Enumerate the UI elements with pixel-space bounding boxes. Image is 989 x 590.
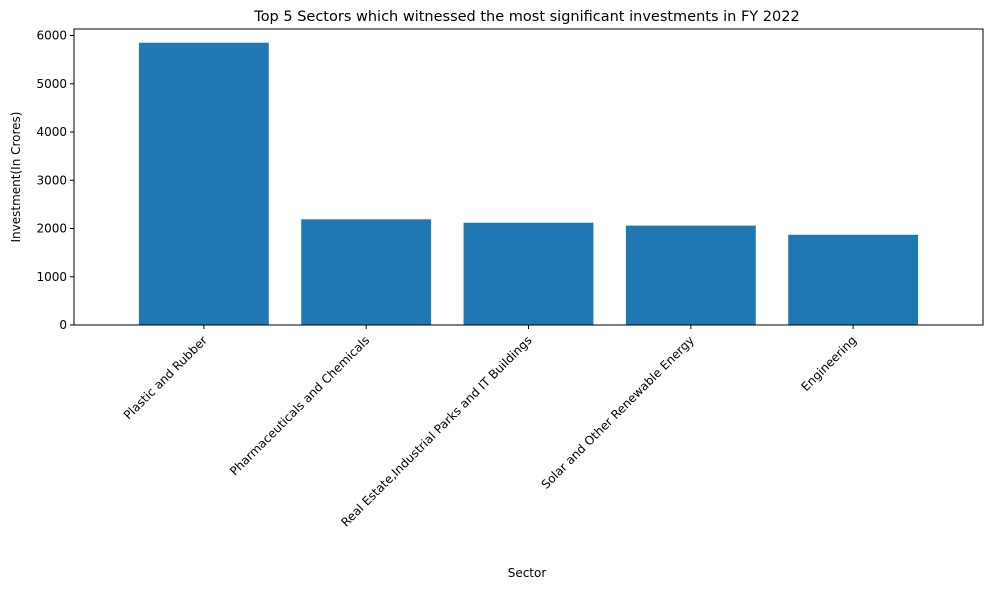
y-tick-label-5: 5000 — [36, 77, 67, 91]
bars-group — [138, 42, 919, 325]
y-tick-label-3: 3000 — [36, 173, 67, 187]
y-tick-label-1: 1000 — [36, 270, 67, 284]
bar-4 — [788, 234, 919, 325]
x-tick-label-3: Solar and Other Renewable Energy — [538, 333, 697, 492]
bar-0 — [138, 42, 269, 325]
y-tick-label-2: 2000 — [36, 222, 67, 236]
y-axis-ticks: 0 1000 2000 3000 4000 5000 6000 — [36, 29, 74, 332]
y-tick-label-0: 0 — [59, 318, 67, 332]
bar-1 — [301, 219, 432, 325]
plot-frame — [73, 28, 984, 326]
x-tick-label-4: Engineering — [798, 333, 859, 394]
x-tick-label-0: Plastic and Rubber — [121, 333, 210, 422]
x-tick-label-2: Real Estate,Industrial Parks and IT Buil… — [338, 333, 534, 529]
chart-title: Top 5 Sectors which witnessed the most s… — [253, 9, 799, 25]
y-axis-title: Investment(In Crores) — [9, 112, 23, 243]
y-tick-label-6: 6000 — [36, 29, 67, 43]
bar-3 — [625, 225, 756, 325]
x-tick-label-1: Pharmaceuticals and Chemicals — [227, 333, 372, 478]
y-tick-label-4: 4000 — [36, 125, 67, 139]
x-axis-ticks: Plastic and Rubber Pharmaceuticals and Ch… — [121, 325, 859, 529]
x-axis-title: Sector — [508, 566, 547, 580]
bar-2 — [463, 222, 594, 325]
